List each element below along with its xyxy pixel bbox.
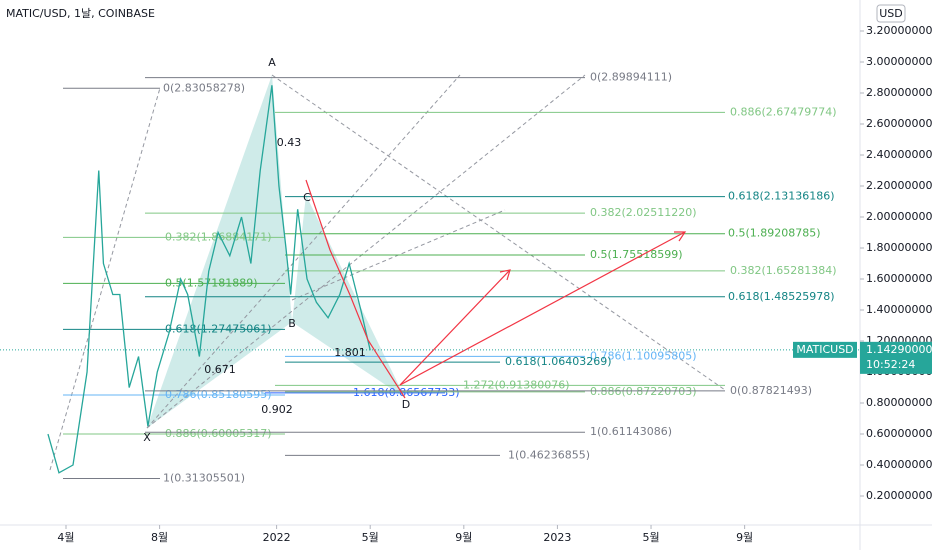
dashed-line: [146, 74, 586, 429]
price-badge: [860, 341, 932, 374]
pattern-label: X: [143, 431, 151, 444]
fib-label: 0.618(1.48525978): [728, 290, 835, 303]
fib-label: 0.382(2.02511220): [590, 206, 697, 219]
currency-label[interactable]: USD: [879, 7, 903, 20]
fib-label: 1.618(0.86567733): [353, 386, 460, 399]
price-badge-label: 1.14290000: [866, 343, 932, 356]
y-tick-label: 0.40000000: [866, 458, 932, 471]
symbol-title: MATIC/USD, 1날, COINBASE: [6, 7, 155, 20]
pattern-label: 0.902: [261, 403, 293, 416]
y-tick-label: 0.20000000: [866, 489, 932, 502]
x-tick-label: 5월: [362, 531, 379, 544]
y-tick-label: 0.60000000: [866, 427, 932, 440]
symbol-badge-label: MATICUSD: [796, 343, 853, 356]
symbol-badge: [793, 341, 857, 358]
y-tick-label: 2.60000000: [866, 117, 932, 130]
x-tick-label: 8월: [151, 531, 168, 544]
fib-label: 0.5(1.57181889): [165, 276, 258, 289]
y-tick-label: 2.00000000: [866, 210, 932, 223]
fib-label: 0.5(1.75518599): [590, 248, 683, 261]
fib-label: 0.786(0.85180595): [165, 388, 272, 401]
dashed-line: [49, 87, 161, 471]
fib-label: 1(0.61143086): [590, 425, 672, 438]
x-tick-label: 2022: [263, 531, 291, 544]
pattern-label: D: [402, 398, 410, 411]
fib-label: 0(0.87821493): [730, 384, 812, 397]
fib-label: 0.618(1.06403269): [505, 355, 612, 368]
y-tick-label: 3.20000000: [866, 24, 932, 37]
pattern-label: C: [303, 191, 311, 204]
x-tick-label: 5월: [642, 531, 659, 544]
countdown-label: 10:52:24: [866, 358, 915, 371]
x-tick-label: 4월: [57, 531, 74, 544]
fib-label: 0.618(1.27475061): [165, 322, 272, 335]
y-tick-label: 2.40000000: [866, 148, 932, 161]
projection-arrows: [305, 179, 687, 399]
dashed-line: [271, 74, 726, 391]
arrow: [399, 231, 686, 386]
currency-button[interactable]: [876, 4, 906, 23]
y-tick-label: 2.80000000: [866, 86, 932, 99]
price-series: [47, 85, 371, 474]
x-tick-label: 2023: [543, 531, 571, 544]
pattern-label: A: [268, 56, 276, 69]
fib-label: 0.5(1.89208785): [728, 227, 821, 240]
pattern-label: B: [288, 317, 296, 330]
y-tick-label: 3.00000000: [866, 55, 932, 68]
pattern-label: 0.43: [277, 136, 302, 149]
fib-label: 1.272(0.91380076): [463, 378, 570, 391]
y-tick-label: 1.40000000: [866, 303, 932, 316]
y-tick-label: 2.20000000: [866, 179, 932, 192]
price-line: [47, 85, 371, 474]
pattern-line: [305, 179, 406, 399]
x-tick-label: 9월: [736, 531, 753, 544]
fib-label: 0.886(0.60005317): [165, 427, 272, 440]
arrow-head: [499, 269, 511, 281]
fib-label: 1(0.31305501): [163, 471, 245, 484]
fib-label: 0(2.89894111): [590, 71, 672, 84]
arrow: [399, 269, 511, 386]
y-tick-label: 1.60000000: [866, 272, 932, 285]
fib-label: 0(2.83058278): [163, 81, 245, 94]
dashed-line: [146, 74, 461, 429]
x-tick-label: 9월: [455, 531, 472, 544]
fib-label: 0.886(2.67479774): [730, 105, 837, 118]
pattern-label: 0.671: [204, 363, 236, 376]
y-tick-label: 1.80000000: [866, 241, 932, 254]
y-tick-label: 0.80000000: [866, 396, 932, 409]
arrow-head: [674, 231, 687, 242]
fib-label: 0.786(1.10095805): [590, 349, 697, 362]
fib-label: 0.618(2.13136186): [728, 190, 835, 203]
fib-label: 0.382(1.65281384): [730, 264, 837, 277]
pattern-label: 1.801: [334, 346, 366, 359]
fib-label: 1(0.46236855): [508, 448, 590, 461]
